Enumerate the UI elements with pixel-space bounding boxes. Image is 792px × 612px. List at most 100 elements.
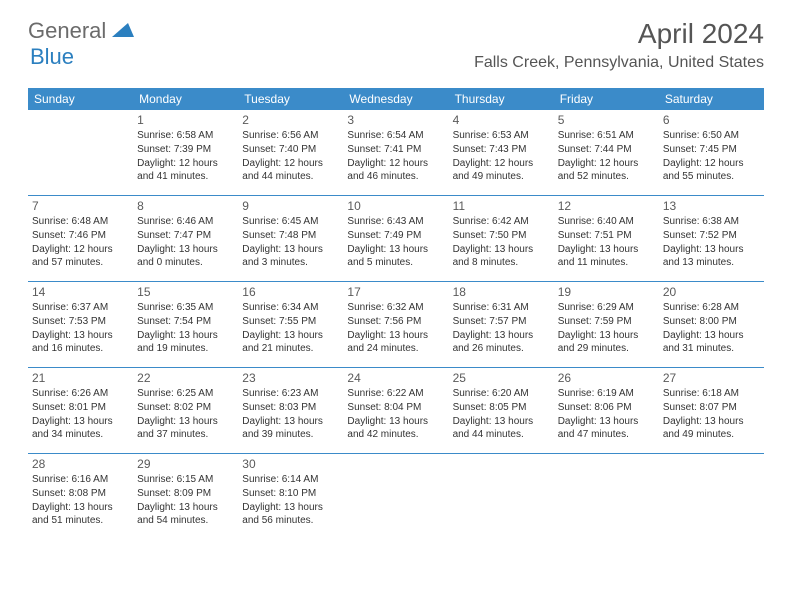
day-number: 17 (347, 285, 444, 299)
day-info: Sunrise: 6:54 AMSunset: 7:41 PMDaylight:… (347, 129, 444, 183)
day-info: Sunrise: 6:28 AMSunset: 8:00 PMDaylight:… (663, 301, 760, 355)
day-number: 24 (347, 371, 444, 385)
sunrise-line: Sunrise: 6:19 AM (558, 387, 655, 400)
day-headers-row: SundayMondayTuesdayWednesdayThursdayFrid… (28, 88, 764, 110)
sunrise-line: Sunrise: 6:53 AM (453, 129, 550, 142)
day-info: Sunrise: 6:29 AMSunset: 7:59 PMDaylight:… (558, 301, 655, 355)
day-info: Sunrise: 6:50 AMSunset: 7:45 PMDaylight:… (663, 129, 760, 183)
day-number: 15 (137, 285, 234, 299)
day-info: Sunrise: 6:46 AMSunset: 7:47 PMDaylight:… (137, 215, 234, 269)
calendar-cell: 23 Sunrise: 6:23 AMSunset: 8:03 PMDayligh… (238, 368, 343, 453)
calendar-cell: 9Sunrise: 6:45 AMSunset: 7:48 PMDaylight… (238, 196, 343, 281)
sunrise-line: Sunrise: 6:50 AM (663, 129, 760, 142)
calendar-cell: 12Sunrise: 6:40 AMSunset: 7:51 PMDayligh… (554, 196, 659, 281)
day-info: Sunrise: 6:20 AMSunset: 8:05 PMDaylight:… (453, 387, 550, 441)
sunset-line: Sunset: 7:49 PM (347, 229, 444, 242)
day-number: 7 (32, 199, 129, 213)
calendar-cell: 3 Sunrise: 6:54 AMSunset: 7:41 PMDaylight… (343, 110, 448, 195)
sunrise-line: Sunrise: 6:51 AM (558, 129, 655, 142)
sunrise-line: Sunrise: 6:54 AM (347, 129, 444, 142)
month-title: April 2024 (474, 18, 764, 50)
sunset-line: Sunset: 7:44 PM (558, 143, 655, 156)
sunset-line: Sunset: 8:06 PM (558, 401, 655, 414)
calendar-cell: 30Sunrise: 6:14 AMSunset: 8:10 PMDayligh… (238, 454, 343, 540)
day-number: 10 (347, 199, 444, 213)
calendar-cell: 7Sunrise: 6:48 AMSunset: 7:46 PMDaylight… (28, 196, 133, 281)
day-number: 18 (453, 285, 550, 299)
sunrise-line: Sunrise: 6:31 AM (453, 301, 550, 314)
day-number: 3 (347, 113, 444, 127)
sunrise-line: Sunrise: 6:40 AM (558, 215, 655, 228)
day-info: Sunrise: 6:53 AMSunset: 7:43 PMDaylight:… (453, 129, 550, 183)
day-number: 22 (137, 371, 234, 385)
header: General April 2024 Falls Creek, Pennsylv… (0, 0, 792, 80)
sunset-line: Sunset: 7:54 PM (137, 315, 234, 328)
day-number: 23 (242, 371, 339, 385)
day-info: Sunrise: 6:32 AMSunset: 7:56 PMDaylight:… (347, 301, 444, 355)
day-header-saturday: Saturday (659, 88, 764, 110)
day-header-thursday: Thursday (449, 88, 554, 110)
day-number: 21 (32, 371, 129, 385)
sunset-line: Sunset: 7:59 PM (558, 315, 655, 328)
sunrise-line: Sunrise: 6:16 AM (32, 473, 129, 486)
sunrise-line: Sunrise: 6:43 AM (347, 215, 444, 228)
day-number: 13 (663, 199, 760, 213)
daylight-line: Daylight: 12 hours and 57 minutes. (32, 243, 129, 269)
day-number: 6 (663, 113, 760, 127)
sunrise-line: Sunrise: 6:23 AM (242, 387, 339, 400)
sunrise-line: Sunrise: 6:15 AM (137, 473, 234, 486)
day-header-friday: Friday (554, 88, 659, 110)
calendar-cell: 15Sunrise: 6:35 AMSunset: 7:54 PMDayligh… (133, 282, 238, 367)
day-number: 1 (137, 113, 234, 127)
day-info: Sunrise: 6:31 AMSunset: 7:57 PMDaylight:… (453, 301, 550, 355)
day-info: Sunrise: 6:37 AMSunset: 7:53 PMDaylight:… (32, 301, 129, 355)
sunrise-line: Sunrise: 6:56 AM (242, 129, 339, 142)
daylight-line: Daylight: 13 hours and 21 minutes. (242, 329, 339, 355)
day-number: 12 (558, 199, 655, 213)
calendar-cell (343, 454, 448, 540)
sunset-line: Sunset: 7:43 PM (453, 143, 550, 156)
sunrise-line: Sunrise: 6:32 AM (347, 301, 444, 314)
day-number: 25 (453, 371, 550, 385)
daylight-line: Daylight: 13 hours and 34 minutes. (32, 415, 129, 441)
calendar-cell (449, 454, 554, 540)
day-number: 14 (32, 285, 129, 299)
calendar-cell: 26Sunrise: 6:19 AMSunset: 8:06 PMDayligh… (554, 368, 659, 453)
calendar-cell: 6 Sunrise: 6:50 AMSunset: 7:45 PMDaylight… (659, 110, 764, 195)
day-info: Sunrise: 6:51 AMSunset: 7:44 PMDaylight:… (558, 129, 655, 183)
day-header-wednesday: Wednesday (343, 88, 448, 110)
calendar-cell: 8Sunrise: 6:46 AMSunset: 7:47 PMDaylight… (133, 196, 238, 281)
sunset-line: Sunset: 7:55 PM (242, 315, 339, 328)
calendar-cell: 20Sunrise: 6:28 AMSunset: 8:00 PMDayligh… (659, 282, 764, 367)
week-row: 7Sunrise: 6:48 AMSunset: 7:46 PMDaylight… (28, 196, 764, 282)
sunset-line: Sunset: 7:45 PM (663, 143, 760, 156)
calendar-cell: 22Sunrise: 6:25 AMSunset: 8:02 PMDayligh… (133, 368, 238, 453)
sunrise-line: Sunrise: 6:34 AM (242, 301, 339, 314)
sunset-line: Sunset: 7:40 PM (242, 143, 339, 156)
calendar-cell: 4 Sunrise: 6:53 AMSunset: 7:43 PMDaylight… (449, 110, 554, 195)
daylight-line: Daylight: 13 hours and 8 minutes. (453, 243, 550, 269)
day-info: Sunrise: 6:58 AMSunset: 7:39 PMDaylight:… (137, 129, 234, 183)
sunset-line: Sunset: 7:46 PM (32, 229, 129, 242)
sunset-line: Sunset: 7:56 PM (347, 315, 444, 328)
day-info: Sunrise: 6:26 AMSunset: 8:01 PMDaylight:… (32, 387, 129, 441)
day-info: Sunrise: 6:23 AMSunset: 8:03 PMDaylight:… (242, 387, 339, 441)
day-info: Sunrise: 6:56 AMSunset: 7:40 PMDaylight:… (242, 129, 339, 183)
calendar-cell (659, 454, 764, 540)
sunrise-line: Sunrise: 6:26 AM (32, 387, 129, 400)
sunrise-line: Sunrise: 6:58 AM (137, 129, 234, 142)
daylight-line: Daylight: 13 hours and 42 minutes. (347, 415, 444, 441)
sunset-line: Sunset: 7:47 PM (137, 229, 234, 242)
sunrise-line: Sunrise: 6:35 AM (137, 301, 234, 314)
day-number: 4 (453, 113, 550, 127)
location: Falls Creek, Pennsylvania, United States (474, 54, 764, 72)
daylight-line: Daylight: 13 hours and 26 minutes. (453, 329, 550, 355)
calendar-cell: 13Sunrise: 6:38 AMSunset: 7:52 PMDayligh… (659, 196, 764, 281)
daylight-line: Daylight: 12 hours and 41 minutes. (137, 157, 234, 183)
calendar-cell: 27Sunrise: 6:18 AMSunset: 8:07 PMDayligh… (659, 368, 764, 453)
sunset-line: Sunset: 7:50 PM (453, 229, 550, 242)
sunrise-line: Sunrise: 6:38 AM (663, 215, 760, 228)
day-number: 16 (242, 285, 339, 299)
week-row: 21 Sunrise: 6:26 AMSunset: 8:01 PMDayligh… (28, 368, 764, 454)
sunrise-line: Sunrise: 6:28 AM (663, 301, 760, 314)
